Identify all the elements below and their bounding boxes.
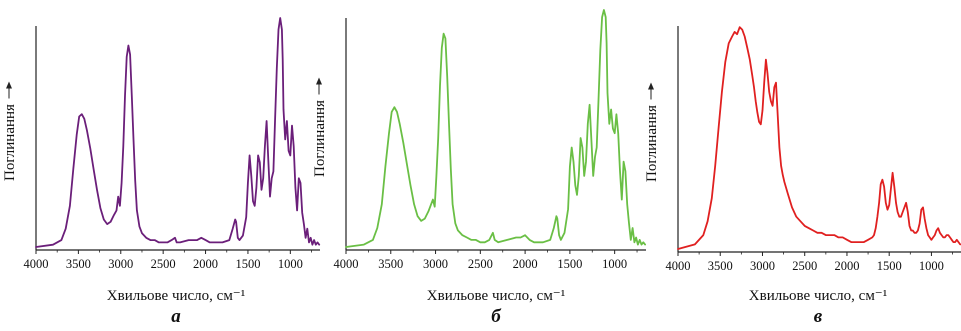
x-tick-label-b-2500: 2500: [468, 257, 493, 271]
spectrum-line-c: [677, 26, 961, 250]
panel-letter-c: в: [813, 306, 823, 327]
chart-panel-c: Поглинання 4000 3500 3000 2500 2000 1500 1000 Х…: [640, 0, 961, 331]
chart-svg-a: Поглинання 4000 3500 3000 2500 2000 1500 1000: [2, 17, 321, 271]
panel-letter-b: б: [491, 306, 501, 327]
x-tick-label-a-3500: 3500: [66, 257, 91, 271]
chart-panel-b: Поглинання 4000 3500 3000 2500 2000 1500 1000 Х…: [312, 0, 647, 331]
x-axis-label-a: Хвильове число, см⁻¹: [106, 288, 246, 304]
x-tick-label-c-1000: 1000: [919, 259, 944, 273]
x-tick-label-a-3000: 3000: [108, 257, 133, 271]
spectrum-line-b: [345, 9, 647, 248]
y-arrow-head-a: [6, 81, 12, 89]
chart-panel-a: Поглинання 4000 3500 3000 2500 2000 1500 1000 Х…: [0, 0, 321, 331]
x-tick-label-b-3000: 3000: [423, 257, 448, 271]
chart-svg-b: Поглинання 4000 3500 3000 2500 2000 1500 1000: [312, 9, 647, 271]
y-axis-label-a: Поглинання: [2, 104, 18, 181]
x-tick-label-a-2000: 2000: [193, 257, 218, 271]
x-tick-label-c-2000: 2000: [834, 259, 859, 273]
y-axis-label-c: Поглинання: [644, 105, 660, 182]
y-arrow-head-c: [648, 82, 654, 90]
x-tick-label-b-2000: 2000: [513, 257, 538, 271]
x-tick-label-c-3000: 3000: [750, 259, 775, 273]
x-tick-label-c-4000: 4000: [666, 259, 691, 273]
x-tick-label-c-1500: 1500: [877, 259, 902, 273]
y-arrow-head-b: [316, 77, 322, 85]
x-tick-label-a-4000: 4000: [24, 257, 49, 271]
x-tick-label-b-1000: 1000: [602, 257, 627, 271]
panel-letter-a: а: [171, 306, 181, 327]
x-tick-label-a-2500: 2500: [151, 257, 176, 271]
spectrum-line-a: [35, 17, 321, 248]
x-tick-label-c-3500: 3500: [708, 259, 733, 273]
x-axis-label-c: Хвильове число, см⁻¹: [748, 288, 888, 304]
chart-svg-c: Поглинання 4000 3500 3000 2500 2000 1500 1000: [644, 26, 961, 273]
x-tick-label-c-2500: 2500: [792, 259, 817, 273]
x-tick-label-a-1000: 1000: [278, 257, 303, 271]
x-tick-label-b-4000: 4000: [334, 257, 359, 271]
y-axis-label-b: Поглинання: [312, 100, 328, 177]
x-tick-label-b-1500: 1500: [557, 257, 582, 271]
x-axis-label-b: Хвильове число, см⁻¹: [426, 288, 566, 304]
x-tick-label-a-1500: 1500: [235, 257, 260, 271]
x-tick-label-b-3500: 3500: [378, 257, 403, 271]
